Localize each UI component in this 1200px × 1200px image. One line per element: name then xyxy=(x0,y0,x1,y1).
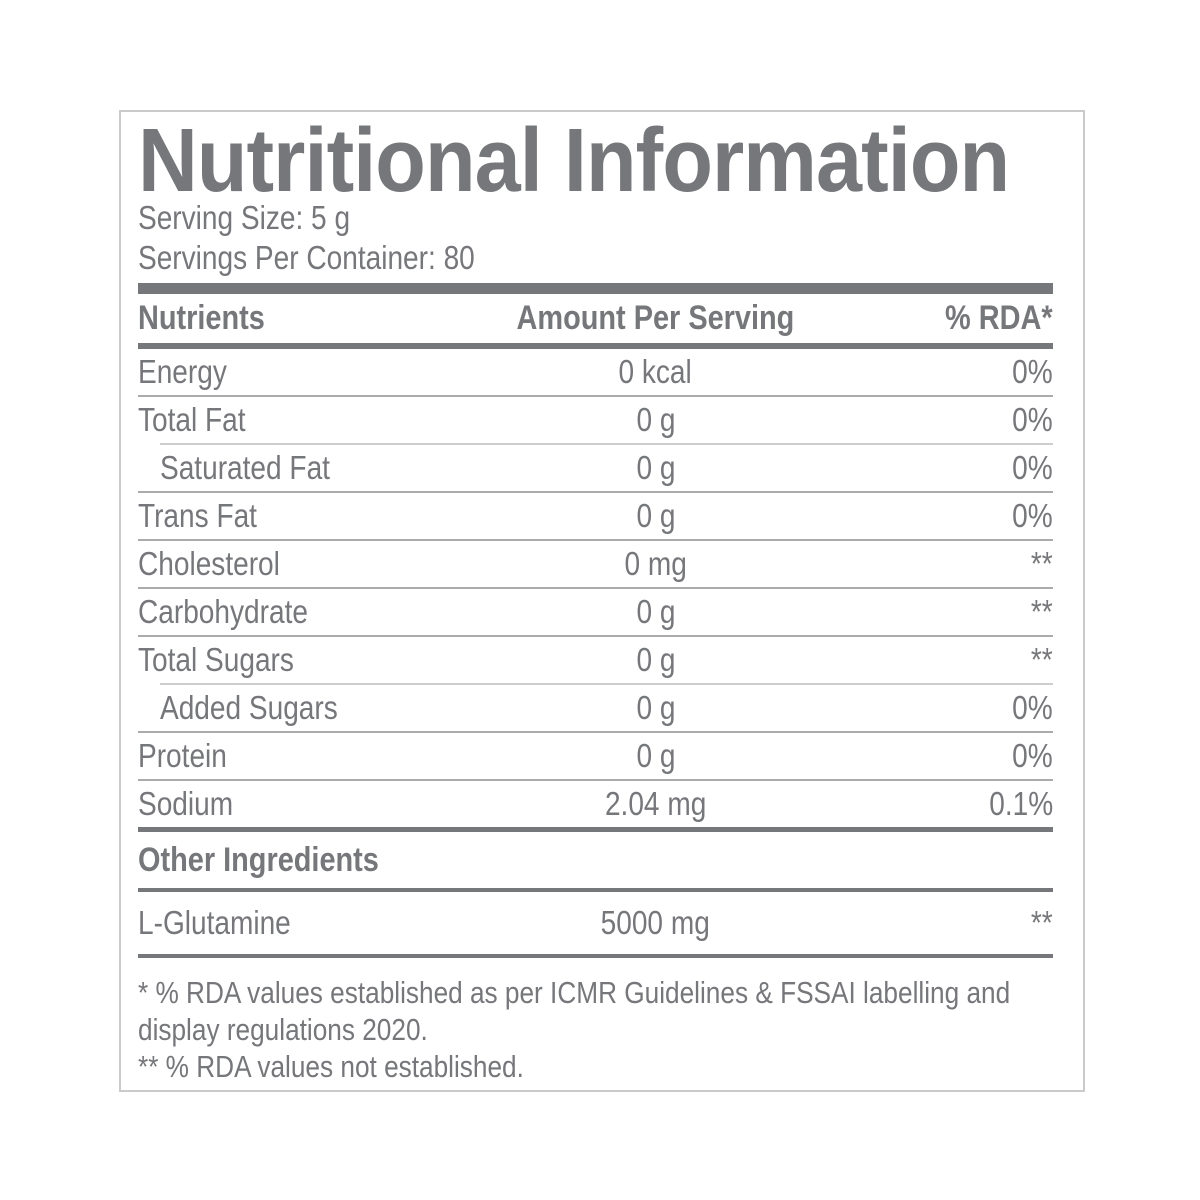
nutrient-rda: ** xyxy=(1031,593,1053,630)
ingredient-name: L-Glutamine xyxy=(138,904,291,941)
row-divider xyxy=(138,635,1053,637)
nutrient-label: Total Sugars xyxy=(138,641,294,678)
row-divider xyxy=(138,731,1053,733)
divider-other-ingredients xyxy=(138,888,1053,892)
table-row-cholesterol: Cholesterol 0 mg ** xyxy=(138,541,1053,587)
nutrient-amount: 2.04 mg xyxy=(604,785,707,822)
divider-ingredients-bottom xyxy=(138,954,1053,958)
row-divider xyxy=(138,587,1053,589)
nutrient-rda: ** xyxy=(1031,545,1053,582)
nutrient-label: Carbohydrate xyxy=(138,593,308,630)
nutrient-label: Saturated Fat xyxy=(160,449,330,486)
table-row-l-glutamine: L-Glutamine 5000 mg ** xyxy=(138,892,1053,954)
nutrition-label: Nutritional Information Serving Size: 5 … xyxy=(119,110,1085,1092)
table-header-row: Nutrients Amount Per Serving % RDA* xyxy=(138,294,1053,343)
divider-sodium-bottom xyxy=(138,827,1053,832)
nutrient-label: Cholesterol xyxy=(138,545,280,582)
table-row-energy: Energy 0 kcal 0% xyxy=(138,349,1053,395)
nutrient-amount: 0 mg xyxy=(624,545,687,582)
label-title: Nutritional Information xyxy=(138,111,1053,211)
nutrient-amount: 0 g xyxy=(636,737,675,774)
servings-per-container-line: Servings Per Container: 80 xyxy=(138,239,475,276)
footnote-rda-established: * % RDA values established as per ICMR G… xyxy=(138,975,1011,1047)
nutrient-amount: 0 kcal xyxy=(618,353,693,390)
other-ingredients-heading: Other Ingredients xyxy=(138,840,379,879)
nutrient-amount: 0 g xyxy=(636,449,675,486)
table-row-trans-fat: Trans Fat 0 g 0% xyxy=(138,493,1053,539)
nutrient-label: Sodium xyxy=(138,785,234,822)
nutrient-rda: 0.1% xyxy=(989,785,1053,822)
header-nutrients: Nutrients xyxy=(138,299,265,337)
nutrient-amount: 0 g xyxy=(636,641,675,678)
nutrient-label: Added Sugars xyxy=(160,689,338,726)
divider-header-bottom xyxy=(138,343,1053,349)
header-amount-per-serving: Amount Per Serving xyxy=(516,299,795,337)
nutrient-rda: 0% xyxy=(1012,689,1053,726)
footnotes: * % RDA values established as per ICMR G… xyxy=(138,974,1053,1085)
table-row-protein: Protein 0 g 0% xyxy=(138,733,1053,779)
row-divider xyxy=(138,395,1053,397)
row-divider xyxy=(138,539,1053,541)
nutrient-label: Protein xyxy=(138,737,227,774)
table-row-carbohydrate: Carbohydrate 0 g ** xyxy=(138,589,1053,635)
divider-thick-top xyxy=(138,283,1053,294)
nutrient-label: Energy xyxy=(138,353,227,390)
table-row-added-sugars: Added Sugars 0 g 0% xyxy=(138,685,1053,731)
nutrient-amount: 0 g xyxy=(636,689,675,726)
nutrient-rda: 0% xyxy=(1012,737,1053,774)
table-row-total-fat: Total Fat 0 g 0% xyxy=(138,397,1053,443)
ingredient-rda: ** xyxy=(1031,904,1053,941)
nutrient-rda: 0% xyxy=(1012,497,1053,534)
row-divider-sub xyxy=(160,683,1053,685)
nutrient-amount: 0 g xyxy=(636,401,675,438)
footnote-rda-not-established: ** % RDA values not established. xyxy=(138,1049,524,1084)
table-row-total-sugars: Total Sugars 0 g ** xyxy=(138,637,1053,683)
nutrient-label: Trans Fat xyxy=(138,497,257,534)
row-divider-sub xyxy=(160,443,1053,445)
nutrient-amount: 0 g xyxy=(636,593,675,630)
nutrient-amount: 0 g xyxy=(636,497,675,534)
nutrient-rda: 0% xyxy=(1012,353,1053,390)
nutrient-rda: 0% xyxy=(1012,401,1053,438)
nutrient-label: Total Fat xyxy=(138,401,246,438)
serving-size-line: Serving Size: 5 g xyxy=(138,199,351,236)
nutrient-rda: ** xyxy=(1031,641,1053,678)
ingredient-amount: 5000 mg xyxy=(600,904,711,941)
table-row-sodium: Sodium 2.04 mg 0.1% xyxy=(138,781,1053,827)
header-rda: % RDA* xyxy=(945,299,1053,337)
row-divider xyxy=(138,491,1053,493)
label-title-text: Nutritional Information xyxy=(138,111,1010,211)
row-divider xyxy=(138,779,1053,781)
nutrient-rda: 0% xyxy=(1012,449,1053,486)
table-row-saturated-fat: Saturated Fat 0 g 0% xyxy=(138,445,1053,491)
